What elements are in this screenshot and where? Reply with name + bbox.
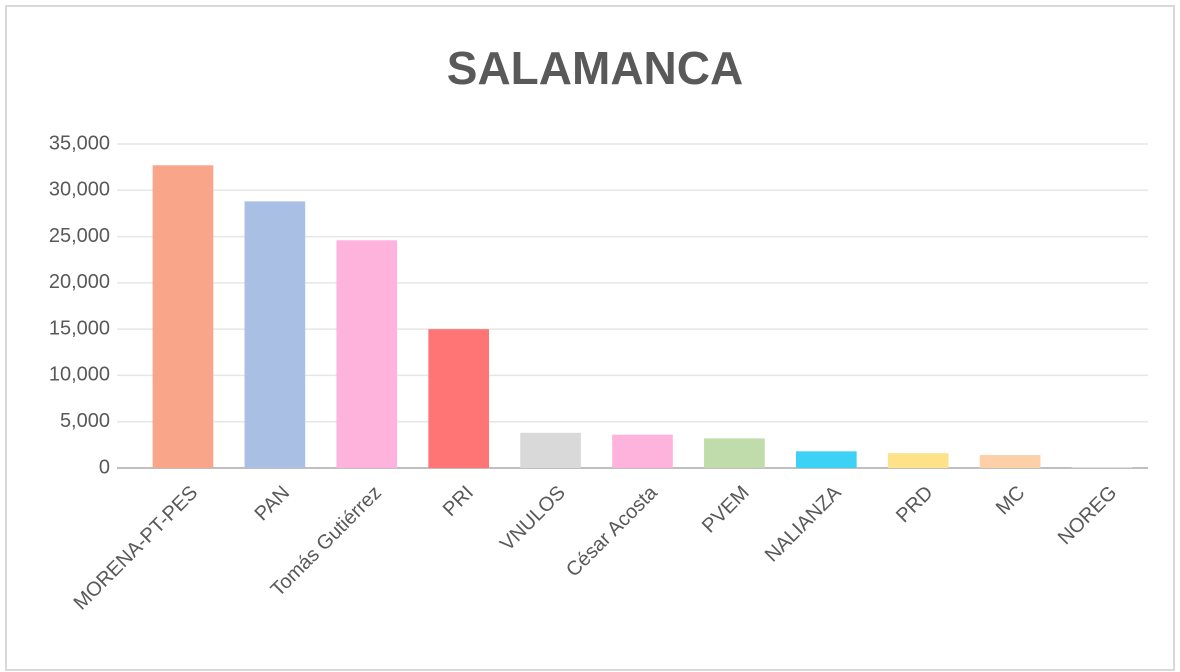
bar	[1071, 467, 1133, 468]
chart-title: SALAMANCA	[447, 42, 743, 94]
bar	[887, 453, 949, 468]
bar	[612, 434, 673, 468]
y-tick-label: 0	[99, 456, 110, 478]
bar	[979, 455, 1041, 468]
bar	[520, 432, 581, 468]
y-tick-label: 30,000	[49, 179, 110, 201]
bar	[428, 329, 490, 468]
y-tick-label: 5,000	[60, 410, 110, 432]
y-tick-label: 35,000	[49, 132, 110, 154]
y-tick-label: 25,000	[49, 225, 110, 247]
bar	[795, 451, 857, 468]
bar	[336, 240, 398, 468]
bar	[152, 165, 214, 468]
y-tick-label: 20,000	[49, 271, 110, 293]
bar	[244, 201, 306, 468]
y-tick-label: 10,000	[49, 364, 110, 386]
bar	[704, 438, 765, 468]
y-tick-label: 15,000	[49, 317, 110, 339]
